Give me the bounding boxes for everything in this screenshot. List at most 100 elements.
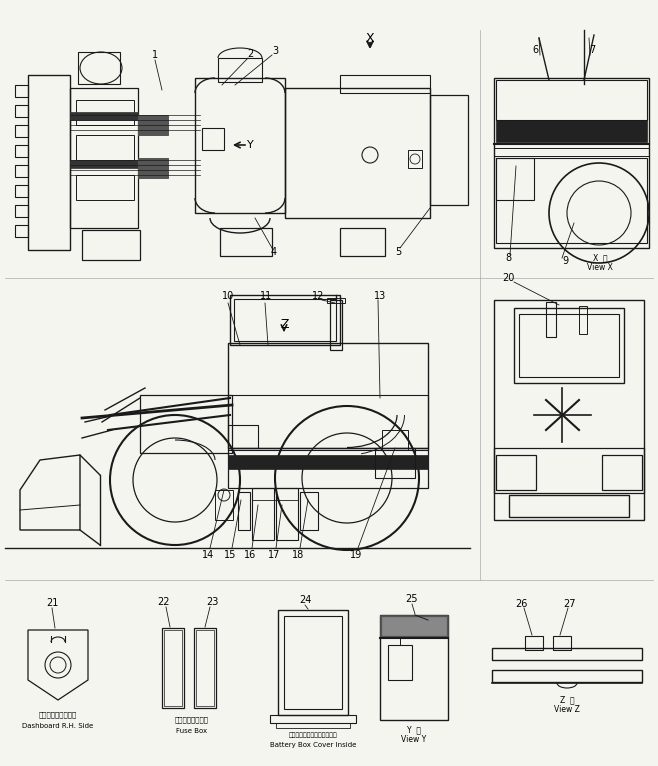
Bar bbox=[215, 490, 233, 520]
Bar bbox=[494, 448, 644, 493]
Bar bbox=[388, 645, 412, 680]
Bar bbox=[430, 95, 468, 205]
Text: 2: 2 bbox=[247, 49, 253, 59]
Bar bbox=[278, 610, 348, 715]
Bar bbox=[162, 628, 184, 708]
Bar bbox=[228, 455, 428, 469]
Bar bbox=[300, 492, 318, 530]
Bar bbox=[195, 78, 285, 213]
Bar bbox=[284, 616, 342, 709]
Bar bbox=[228, 343, 428, 448]
Bar bbox=[218, 58, 262, 82]
Bar bbox=[546, 302, 556, 337]
Bar bbox=[28, 75, 70, 250]
Bar bbox=[408, 150, 422, 168]
Bar bbox=[492, 670, 642, 682]
Bar bbox=[285, 88, 430, 218]
Text: 18: 18 bbox=[292, 550, 304, 560]
Text: バッテリボックスカバー内側: バッテリボックスカバー内側 bbox=[289, 732, 338, 738]
Bar bbox=[340, 228, 385, 256]
Text: ヒューズボックス: ヒューズボックス bbox=[175, 717, 209, 723]
Text: Fuse Box: Fuse Box bbox=[176, 728, 207, 734]
Bar bbox=[375, 448, 415, 478]
Bar bbox=[70, 160, 138, 168]
Text: 4: 4 bbox=[271, 247, 277, 257]
Text: 27: 27 bbox=[564, 599, 576, 609]
Text: Y: Y bbox=[247, 140, 253, 150]
Text: View Y: View Y bbox=[401, 735, 426, 745]
Bar bbox=[15, 105, 28, 117]
Text: 11: 11 bbox=[260, 291, 272, 301]
Text: Y  視: Y 視 bbox=[407, 725, 421, 735]
Bar bbox=[15, 85, 28, 97]
Text: 9: 9 bbox=[562, 256, 568, 266]
Bar bbox=[164, 630, 182, 706]
Bar bbox=[327, 298, 345, 303]
Bar bbox=[602, 455, 642, 490]
Bar bbox=[138, 158, 168, 178]
Text: View X: View X bbox=[587, 263, 613, 271]
Bar bbox=[78, 52, 120, 84]
Bar bbox=[15, 145, 28, 157]
Bar bbox=[194, 628, 216, 708]
Bar bbox=[196, 630, 214, 706]
Bar bbox=[380, 615, 448, 637]
Bar bbox=[140, 395, 232, 453]
Bar bbox=[496, 80, 647, 120]
Bar bbox=[579, 306, 587, 334]
Text: 5: 5 bbox=[395, 247, 401, 257]
Bar bbox=[202, 128, 224, 150]
Text: 7: 7 bbox=[589, 45, 595, 55]
Bar bbox=[330, 300, 342, 350]
Bar bbox=[382, 430, 408, 450]
Bar bbox=[382, 617, 446, 635]
Bar bbox=[270, 715, 356, 723]
Text: 13: 13 bbox=[374, 291, 386, 301]
Bar bbox=[70, 88, 138, 228]
Text: ダッシュボード右側: ダッシュボード右側 bbox=[39, 712, 77, 719]
Text: View Z: View Z bbox=[554, 705, 580, 715]
Text: 3: 3 bbox=[272, 46, 278, 56]
Bar bbox=[340, 75, 430, 93]
Bar bbox=[15, 125, 28, 137]
Text: 23: 23 bbox=[206, 597, 218, 607]
Text: Dashboard R.H. Side: Dashboard R.H. Side bbox=[22, 723, 93, 729]
Bar bbox=[553, 636, 571, 650]
Bar bbox=[228, 425, 258, 448]
Bar bbox=[496, 120, 647, 142]
Bar bbox=[234, 299, 336, 341]
Bar bbox=[138, 115, 168, 135]
Bar bbox=[228, 448, 428, 488]
Bar bbox=[494, 78, 649, 248]
Text: 22: 22 bbox=[157, 597, 169, 607]
Bar bbox=[514, 308, 624, 383]
Bar bbox=[496, 158, 647, 243]
Bar bbox=[252, 488, 274, 540]
Text: X: X bbox=[366, 31, 374, 44]
Bar bbox=[70, 112, 138, 120]
Bar bbox=[76, 100, 134, 125]
Text: 6: 6 bbox=[532, 45, 538, 55]
Bar bbox=[228, 395, 428, 450]
Bar bbox=[76, 175, 134, 200]
Text: 19: 19 bbox=[350, 550, 362, 560]
Text: 10: 10 bbox=[222, 291, 234, 301]
Text: Battery Box Cover Inside: Battery Box Cover Inside bbox=[270, 742, 356, 748]
Text: 25: 25 bbox=[406, 594, 418, 604]
Bar bbox=[494, 300, 644, 520]
Bar bbox=[15, 225, 28, 237]
Bar bbox=[15, 165, 28, 177]
Text: 21: 21 bbox=[46, 598, 58, 608]
Bar bbox=[276, 723, 350, 728]
Text: Z: Z bbox=[281, 319, 290, 332]
Bar bbox=[496, 455, 536, 490]
Bar bbox=[76, 135, 134, 160]
Text: 8: 8 bbox=[505, 253, 511, 263]
Text: 14: 14 bbox=[202, 550, 214, 560]
Bar bbox=[496, 158, 534, 200]
Bar bbox=[525, 636, 543, 650]
Text: 12: 12 bbox=[312, 291, 324, 301]
Bar bbox=[519, 314, 619, 377]
Bar bbox=[82, 230, 140, 260]
Bar bbox=[238, 492, 250, 530]
